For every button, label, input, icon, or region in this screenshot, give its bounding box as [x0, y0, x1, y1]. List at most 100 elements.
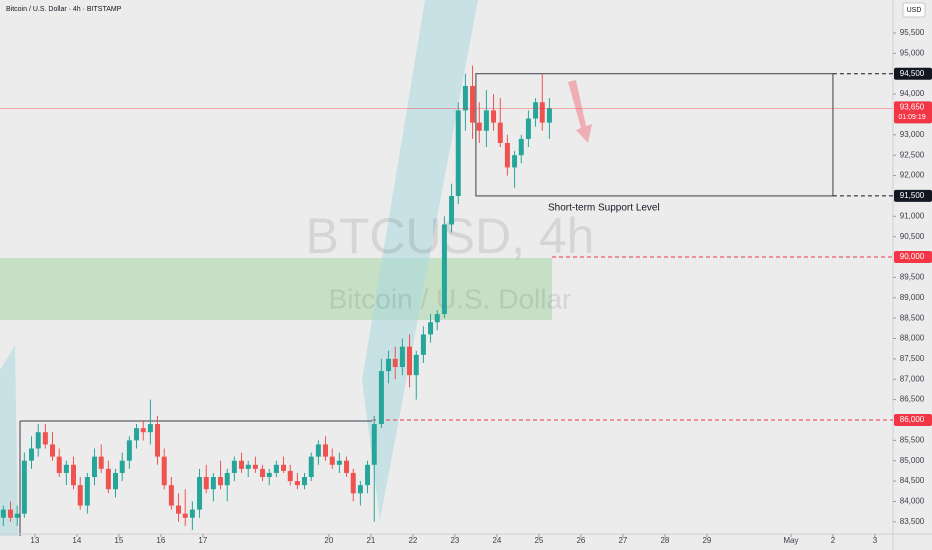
y-tick-label: 85,000	[900, 456, 925, 465]
x-tick-label: 24	[492, 536, 501, 545]
x-tick-label: 27	[618, 536, 627, 545]
x-tick-label: 23	[450, 536, 459, 545]
countdown: 01:09:19	[898, 114, 925, 121]
x-tick-label: 2	[831, 536, 836, 545]
candle-body	[134, 428, 140, 441]
down-arrow	[568, 80, 592, 143]
channel	[0, 345, 18, 536]
y-tick-label: 94,000	[900, 89, 925, 98]
x-tick-label: 25	[534, 536, 543, 545]
candle-body	[197, 477, 203, 510]
y-tick-label: 95,500	[900, 28, 925, 37]
x-tick-label: May	[783, 536, 798, 545]
candle-body	[483, 110, 489, 131]
candle-body	[168, 485, 174, 506]
candle-body	[470, 85, 476, 123]
candle-body	[147, 424, 153, 433]
candle-body	[35, 432, 41, 449]
y-tick-label: 92,500	[900, 150, 925, 159]
candle-body	[266, 472, 272, 478]
candle-body	[476, 122, 482, 131]
candle-body	[126, 440, 132, 461]
x-tick-label: 16	[156, 536, 165, 545]
candle-body	[63, 464, 69, 473]
y-tick-label: 84,500	[900, 476, 925, 485]
y-tick-label: 88,500	[900, 313, 925, 322]
channel	[362, 0, 478, 520]
x-tick-label: 3	[873, 536, 878, 545]
candle-body	[113, 472, 119, 490]
y-tick-label: 84,000	[900, 497, 925, 506]
candle-body	[407, 346, 413, 376]
y-tick-label: 85,500	[900, 435, 925, 444]
y-tick-label: 90,500	[900, 232, 925, 241]
x-tick-label: 17	[198, 536, 207, 545]
x-tick-label: 28	[660, 536, 669, 545]
candle-body	[119, 460, 125, 473]
candle-body	[329, 456, 335, 465]
candle-body	[224, 472, 230, 486]
candle-body	[518, 138, 524, 156]
x-tick-label: 21	[366, 536, 375, 545]
y-tick-label: 91,000	[900, 211, 925, 220]
level-label: 86,000	[900, 415, 925, 424]
candle-body	[0, 509, 6, 518]
candle-body	[336, 460, 342, 465]
candle-body	[252, 464, 258, 469]
candle-body	[386, 358, 392, 372]
candle-body	[350, 472, 356, 494]
candle-body	[302, 477, 308, 486]
candle-body	[533, 102, 539, 119]
candle-body	[413, 354, 419, 376]
candle-body	[273, 464, 279, 473]
candle-body	[449, 195, 455, 225]
candle-body	[344, 460, 350, 473]
candle-body	[371, 424, 377, 465]
y-tick-label: 86,500	[900, 395, 925, 404]
candle-body	[308, 456, 314, 478]
candle-body	[294, 481, 300, 486]
candle-body	[21, 460, 27, 514]
level-label: 90,000	[900, 252, 925, 261]
watermark: Bitcoin / U.S. Dollar	[329, 283, 572, 314]
x-tick-label: 22	[408, 536, 417, 545]
candle-body	[14, 513, 20, 518]
x-tick-label: 20	[324, 536, 333, 545]
candle-body	[441, 224, 447, 315]
candle-body	[365, 464, 371, 486]
level-label: 94,500	[900, 69, 925, 78]
candle-body	[323, 444, 329, 457]
candle-body	[42, 432, 48, 445]
last-price-box	[894, 101, 932, 124]
x-tick-label: 13	[30, 536, 39, 545]
candle-body	[455, 110, 461, 196]
candle-body	[512, 155, 518, 168]
x-tick-label: 29	[702, 536, 711, 545]
candle-body	[92, 456, 98, 478]
candle-body	[176, 505, 182, 514]
candle-body	[546, 108, 552, 123]
candle-body	[105, 468, 111, 490]
y-tick-label: 95,000	[900, 48, 925, 57]
candle-body	[315, 444, 321, 457]
x-tick-label: 26	[576, 536, 585, 545]
candle-body	[260, 468, 266, 478]
y-tick-label: 87,000	[900, 374, 925, 383]
x-tick-label: 15	[114, 536, 123, 545]
candle-body	[525, 118, 531, 139]
candle-body	[77, 485, 83, 506]
candle-body	[428, 322, 434, 335]
x-tick-label: 14	[72, 536, 81, 545]
candle-body	[8, 509, 14, 518]
candle-body	[392, 358, 398, 368]
y-tick-label: 87,500	[900, 354, 925, 363]
candle-body	[497, 122, 503, 143]
candle-body	[155, 424, 161, 457]
candle-body	[71, 464, 77, 486]
level-label-box	[894, 67, 932, 80]
currency: USD	[907, 7, 922, 14]
annotation: Short-term Support Level	[548, 203, 660, 214]
candle-body	[140, 428, 146, 433]
candle-body	[218, 477, 224, 486]
